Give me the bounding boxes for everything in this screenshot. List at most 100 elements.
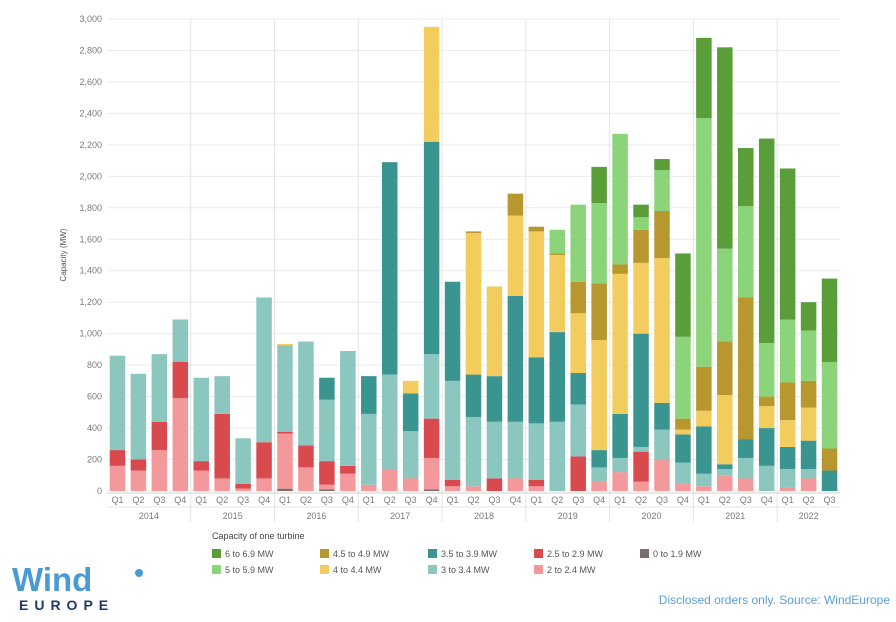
bar-segment bbox=[507, 421, 524, 479]
source-note: Disclosed orders only. Source: WindEurop… bbox=[658, 593, 890, 607]
bar-segment bbox=[549, 332, 566, 422]
bar-segment bbox=[193, 461, 209, 471]
bar-segment bbox=[172, 361, 189, 399]
legend-label: 4 to 4.4 MW bbox=[333, 564, 382, 575]
bar-segment bbox=[738, 206, 754, 298]
bar-segment bbox=[821, 448, 838, 471]
bar-segment bbox=[402, 478, 419, 491]
bar-segment bbox=[528, 357, 545, 424]
bar-segment bbox=[402, 393, 419, 432]
bar-segment bbox=[800, 478, 817, 491]
x-tick-label: Q2 bbox=[635, 495, 647, 505]
bar-segment bbox=[319, 399, 335, 462]
bar-segment bbox=[277, 433, 293, 489]
y-tick-label: 200 bbox=[87, 455, 102, 465]
year-label: 2022 bbox=[799, 511, 819, 521]
bar-segment bbox=[193, 377, 209, 462]
bar-segment bbox=[570, 204, 586, 282]
legend-swatch bbox=[212, 549, 221, 558]
bar-segment bbox=[444, 281, 461, 381]
year-label: 2019 bbox=[558, 511, 578, 521]
bar-segment bbox=[528, 226, 545, 232]
x-tick-label: Q4 bbox=[677, 495, 689, 505]
bar-segment bbox=[675, 429, 691, 435]
windeurope-logo: Wind EUROPE bbox=[12, 563, 143, 615]
x-tick-label: Q3 bbox=[321, 495, 333, 505]
legend-swatch bbox=[640, 549, 649, 558]
bar-segment bbox=[612, 133, 628, 265]
bar-segment bbox=[696, 410, 712, 427]
bar-segment bbox=[570, 313, 586, 373]
bar-segment bbox=[654, 159, 670, 171]
bar-segment bbox=[319, 377, 335, 400]
legend-swatch bbox=[534, 565, 543, 574]
bar-segment bbox=[235, 488, 251, 491]
x-tick-label: Q1 bbox=[782, 495, 794, 505]
bar-segment bbox=[633, 446, 649, 452]
x-tick-label: Q3 bbox=[824, 495, 836, 505]
bar-segment bbox=[214, 413, 230, 479]
x-tick-label: Q1 bbox=[279, 495, 291, 505]
bar-segment bbox=[654, 170, 670, 211]
legend-swatch bbox=[212, 565, 221, 574]
x-tick-label: Q1 bbox=[111, 495, 123, 505]
bar-segment bbox=[109, 355, 126, 451]
bar-segment bbox=[758, 406, 775, 429]
bar-segment bbox=[696, 473, 712, 487]
bar-segment bbox=[633, 333, 649, 447]
bar-segment bbox=[654, 210, 670, 259]
bar-segment bbox=[821, 361, 838, 449]
bar-segment bbox=[319, 489, 335, 491]
x-tick-label: Q1 bbox=[530, 495, 542, 505]
x-tick-label: Q2 bbox=[719, 495, 731, 505]
bar-segment bbox=[633, 204, 649, 218]
bar-segment bbox=[465, 231, 482, 233]
bar-segment bbox=[361, 413, 377, 485]
bar-segment bbox=[654, 402, 670, 430]
bar-segment bbox=[151, 450, 168, 491]
bar-segment bbox=[779, 168, 796, 320]
bar-segment bbox=[277, 345, 293, 432]
bar-segment bbox=[696, 37, 712, 119]
year-label: 2016 bbox=[306, 511, 326, 521]
bar-segment bbox=[612, 413, 628, 458]
bar-segment bbox=[738, 297, 754, 440]
x-tick-label: Q4 bbox=[761, 495, 773, 505]
y-tick-label: 1,400 bbox=[79, 266, 102, 276]
bar-segment bbox=[758, 396, 775, 407]
bar-segment bbox=[465, 232, 482, 375]
legend: Capacity of one turbine 6 to 6.9 MW 4.5 t… bbox=[212, 531, 720, 576]
bar-segment bbox=[800, 330, 817, 381]
bar-segment bbox=[151, 354, 168, 422]
bar-segment bbox=[591, 166, 607, 204]
y-tick-label: 800 bbox=[87, 360, 102, 370]
bar-segment bbox=[654, 258, 670, 403]
bar-segment bbox=[591, 481, 607, 491]
year-label: 2017 bbox=[390, 511, 410, 521]
bar-segment bbox=[507, 215, 524, 296]
bar-segment bbox=[486, 421, 503, 479]
bar-segment bbox=[591, 467, 607, 482]
bar-segment bbox=[319, 484, 335, 490]
legend-label: 3 to 3.4 MW bbox=[441, 564, 490, 575]
legend-grid: 6 to 6.9 MW 4.5 to 4.9 MW 3.5 to 3.9 MW 2.5… bbox=[212, 547, 720, 576]
y-tick-label: 2,400 bbox=[79, 108, 102, 118]
bar-segment bbox=[528, 479, 545, 487]
bar-segment bbox=[423, 26, 440, 142]
bar-segment bbox=[591, 339, 607, 451]
x-tick-label: Q3 bbox=[572, 495, 584, 505]
legend-label: 2 to 2.4 MW bbox=[547, 564, 596, 575]
bar-segment bbox=[633, 481, 649, 491]
x-tick-label: Q1 bbox=[698, 495, 710, 505]
legend-label: 3.5 to 3.9 MW bbox=[441, 548, 498, 559]
bar-segment bbox=[130, 470, 147, 491]
bar-segment bbox=[717, 468, 733, 476]
bar-segment bbox=[633, 229, 649, 263]
bar-segment bbox=[423, 489, 440, 491]
bar-segment bbox=[675, 418, 691, 430]
bar-segment bbox=[779, 487, 796, 491]
bar-segment bbox=[570, 456, 586, 491]
y-tick-label: 0 bbox=[97, 486, 102, 496]
bar-segment bbox=[821, 470, 838, 491]
legend-swatch bbox=[534, 549, 543, 558]
